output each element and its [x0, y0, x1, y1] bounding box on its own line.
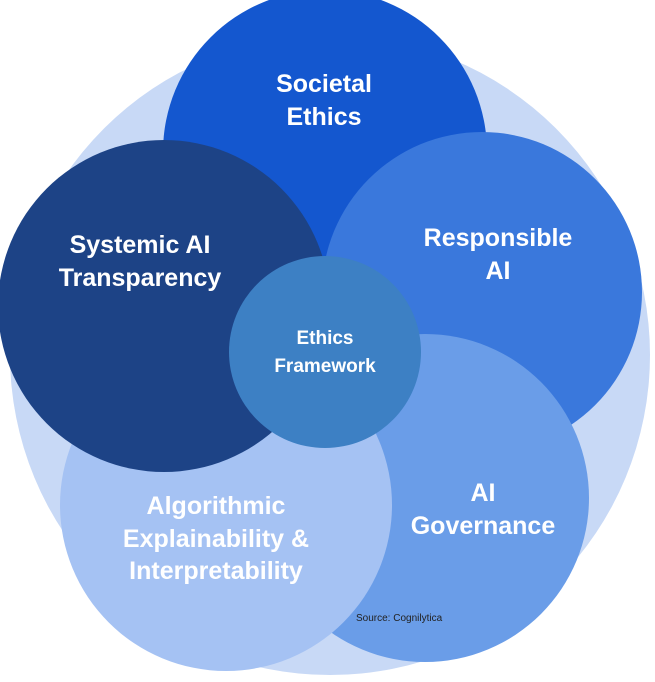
ethics-framework-center-circle	[229, 256, 421, 448]
ethics-framework-label: Ethics Framework	[274, 328, 376, 377]
algorithmic-explainability-label: Algorithmic Explainability & Interpretab…	[122, 492, 310, 585]
source-credit: Source: Cognilytica	[356, 613, 443, 624]
ai-governance-label: AI Governance	[410, 479, 556, 540]
responsible-ai-label: Responsible AI	[423, 224, 573, 285]
systemic-ai-transparency-label: Systemic AI Transparency	[58, 231, 222, 292]
societal-ethics-label: Societal Ethics	[276, 70, 372, 131]
